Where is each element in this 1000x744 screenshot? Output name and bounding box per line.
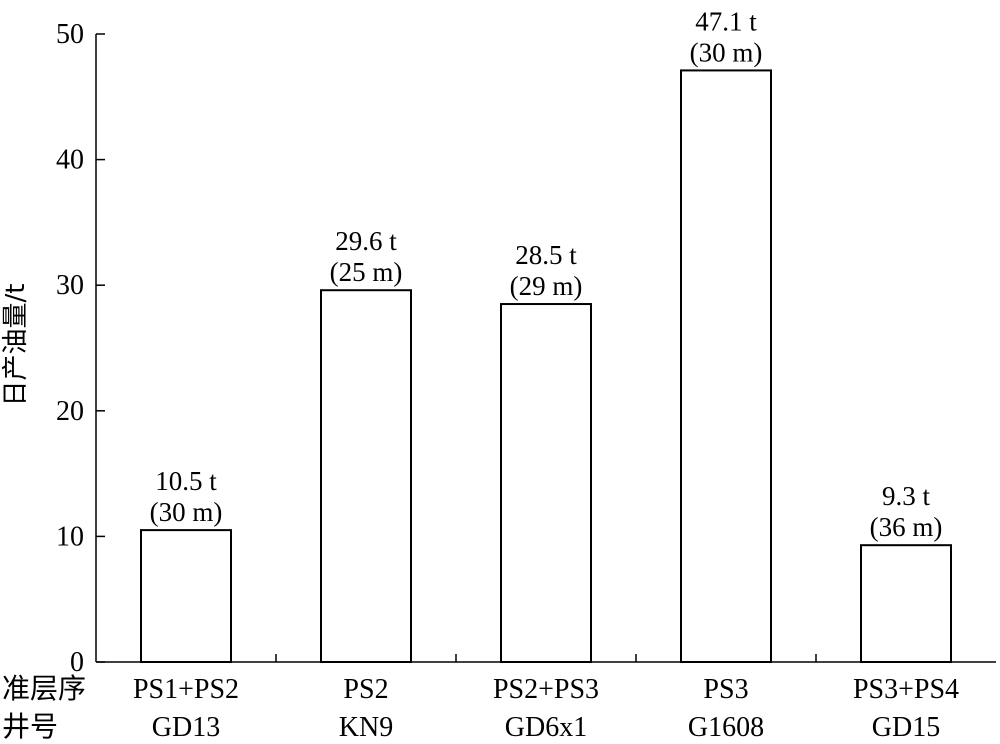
- y-tick-label: 30: [56, 270, 84, 301]
- category-well-label: GD6x1: [505, 712, 587, 743]
- category-labels: PS1+PS2 GD13 PS2 KN9 PS2+PS3 GD6x1 PS3 G1608 PS3…: [133, 674, 959, 743]
- category-well-label: KN9: [339, 712, 393, 743]
- bar-value-label: 9.3 t: [882, 481, 931, 511]
- bar-value-label: 29.6 t: [335, 226, 397, 256]
- bar-depth-label: (29 m): [510, 271, 583, 301]
- y-tick-label: 20: [56, 396, 84, 427]
- bar-value-label: 28.5 t: [515, 240, 577, 270]
- category-well-label: GD15: [872, 712, 940, 743]
- bar-depth-label: (30 m): [150, 497, 223, 527]
- row-header-layer: 准层序: [2, 672, 86, 705]
- y-tick-label: 40: [56, 145, 84, 176]
- category-layer-label: PS3+PS4: [853, 674, 959, 705]
- category-layer-label: PS3: [703, 674, 748, 705]
- bar-value-label: 10.5 t: [155, 466, 217, 496]
- bar: [320, 289, 412, 663]
- category-layer-label: PS2: [343, 674, 388, 705]
- bars: [140, 69, 952, 664]
- bar-depth-label: (36 m): [870, 512, 943, 542]
- bar: [680, 69, 772, 663]
- category-well-label: GD13: [152, 712, 220, 743]
- category-layer-label: PS2+PS3: [493, 674, 599, 705]
- category-layer-label: PS1+PS2: [133, 674, 239, 705]
- axes: 0 10 20 30 40 50: [56, 19, 996, 678]
- bar: [500, 303, 592, 663]
- bar-labels: 10.5 t(30 m)29.6 t(25 m)28.5 t(29 m)47.1…: [150, 6, 943, 542]
- bar-value-label: 47.1 t: [695, 6, 757, 36]
- row-header-well: 井号: [2, 710, 58, 743]
- bar: [860, 544, 952, 664]
- y-axis-label: 日产油量/t: [1, 284, 31, 407]
- bar: [140, 529, 232, 663]
- bar-depth-label: (30 m): [690, 37, 763, 67]
- y-tick-label: 0: [70, 647, 84, 678]
- y-tick-label: 50: [56, 19, 84, 50]
- category-well-label: G1608: [688, 712, 764, 743]
- y-tick-label: 10: [56, 521, 84, 552]
- bar-depth-label: (25 m): [330, 257, 403, 287]
